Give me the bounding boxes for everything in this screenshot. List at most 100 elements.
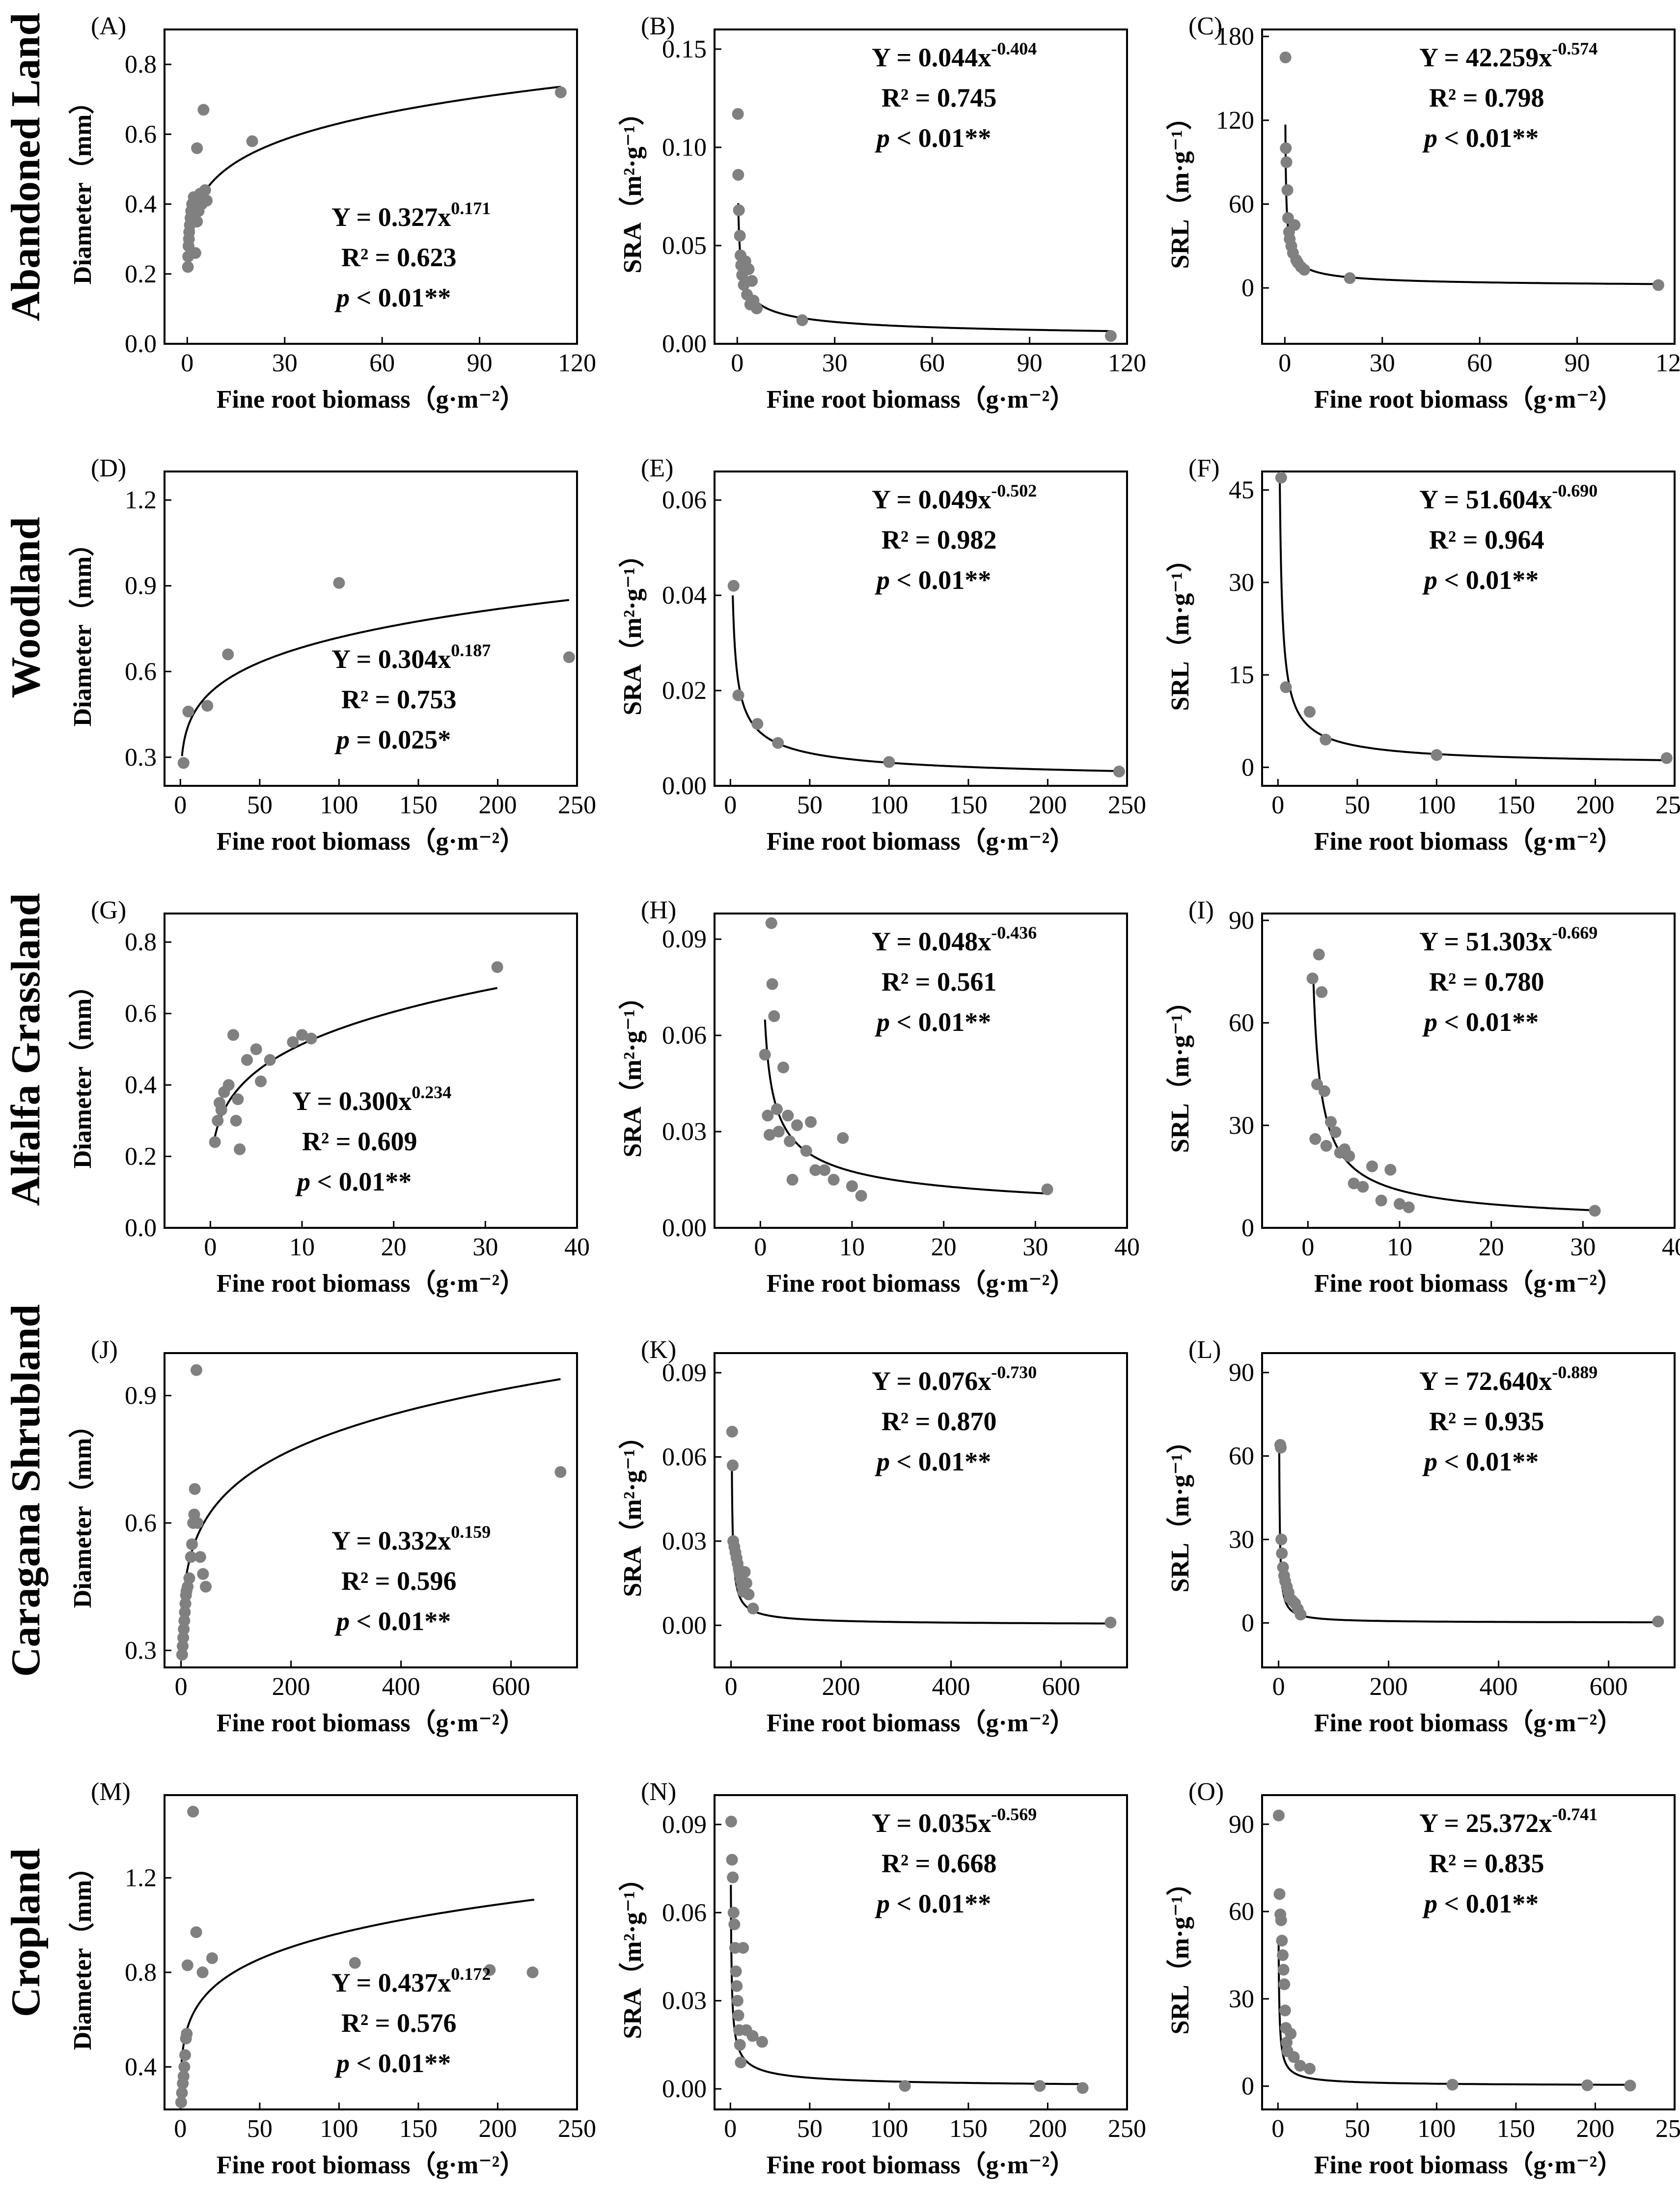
x-tick-label-h: 10 <box>839 1233 865 1261</box>
y-tick-label-l: 0 <box>1241 1609 1254 1637</box>
y-tick-label-a: 0.0 <box>125 330 157 358</box>
x-tick-label-d: 150 <box>399 791 438 819</box>
data-point-n <box>735 2056 747 2069</box>
plot-frame-l <box>1261 1352 1676 1668</box>
y-tick-label-n: 0.06 <box>662 1899 707 1927</box>
data-point-g <box>491 961 503 973</box>
data-point-g <box>234 1143 246 1155</box>
data-point-i <box>1589 1205 1601 1217</box>
panel-label-k: (K) <box>641 1336 676 1364</box>
data-point-i <box>1325 1116 1337 1128</box>
y-tick-label-e: 0.06 <box>662 486 707 514</box>
data-point-d <box>333 577 345 589</box>
row-label-caragana-shrubland: Caragana Shrubland <box>3 1304 49 1677</box>
r-squared-d: R² = 0.753 <box>341 685 456 714</box>
y-tick-label-k: 0.00 <box>662 1611 707 1639</box>
x-axis-title-o: Fine root biomass（g·m⁻²） <box>1314 2151 1623 2179</box>
x-tick-label-n: 150 <box>949 2115 988 2143</box>
panel-label-i: (I) <box>1188 896 1214 924</box>
y-axis-title-a: Diameter（mm） <box>68 89 97 285</box>
y-tick-label-b: 0.00 <box>662 330 707 358</box>
data-point-i <box>1318 1085 1330 1097</box>
data-point-g <box>305 1032 317 1045</box>
data-point-n <box>730 1965 742 1977</box>
y-tick-label-f: 30 <box>1229 569 1254 597</box>
data-point-m <box>349 1957 361 1969</box>
x-axis-title-k: Fine root biomass（g·m⁻²） <box>767 1709 1075 1737</box>
p-value-b: p < 0.01** <box>875 123 991 153</box>
data-point-j <box>177 1632 190 1644</box>
y-tick-label-c: 180 <box>1216 23 1254 51</box>
panel-label-e: (E) <box>641 454 673 482</box>
y-tick-label-f: 45 <box>1229 476 1254 504</box>
y-tick-label-o: 0 <box>1241 2073 1254 2101</box>
panel-label-f: (F) <box>1188 454 1220 482</box>
data-point-h <box>827 1174 840 1186</box>
panel-n: 0 50 100 150 200 250 0.00 0.03 0.06 0.09 Fine root… <box>618 1778 1146 2179</box>
equation-g: Y = 0.300x0.234 <box>292 1082 451 1116</box>
panel-i: 0 10 20 30 40 0 30 60 90 Fine root biomass（g·m⁻²）… <box>1166 896 1680 1298</box>
data-point-c <box>1279 51 1292 63</box>
data-point-i <box>1316 986 1328 998</box>
x-tick-label-j: 600 <box>492 1673 530 1701</box>
p-value-a: p < 0.01** <box>334 283 451 312</box>
x-tick-label-e: 50 <box>797 791 823 819</box>
data-point-n <box>746 2030 759 2042</box>
data-point-i <box>1357 1181 1369 1193</box>
x-axis-title-c: Fine root biomass（g·m⁻²） <box>1314 385 1623 414</box>
data-point-m <box>484 1964 496 1976</box>
data-point-d <box>182 705 194 718</box>
panel-e: 0 50 100 150 200 250 0.00 0.02 0.04 0.06 Fine root… <box>618 454 1146 856</box>
x-tick-label-i: 10 <box>1387 1233 1412 1261</box>
data-point-b <box>796 314 808 326</box>
data-point-o <box>1285 2027 1297 2040</box>
y-tick-label-e: 0.04 <box>662 582 707 610</box>
y-tick-label-g: 0.8 <box>125 928 157 956</box>
equation-n: Y = 0.035x-0.569 <box>872 1804 1037 1838</box>
p-value-m: p < 0.01** <box>334 2049 451 2078</box>
x-tick-label-e: 100 <box>870 791 908 819</box>
x-tick-label-n: 250 <box>1108 2115 1146 2143</box>
data-point-i <box>1320 1140 1332 1152</box>
x-tick-label-a: 90 <box>467 349 493 377</box>
data-point-h <box>766 978 778 990</box>
data-point-e <box>772 737 784 749</box>
x-tick-label-f: 100 <box>1417 791 1456 819</box>
data-point-b <box>733 204 745 216</box>
equation-b: Y = 0.044x-0.404 <box>872 39 1037 72</box>
y-tick-label-m: 0.4 <box>125 2053 157 2081</box>
y-axis-title-c: SRL（m·g⁻¹） <box>1166 105 1194 269</box>
panel-d: 0 50 100 150 200 250 0.3 0.6 0.9 1.2 Fine root bio… <box>68 454 596 856</box>
y-tick-label-i: 30 <box>1229 1111 1254 1139</box>
data-point-o <box>1277 1949 1289 1961</box>
data-point-e <box>883 756 895 768</box>
r-squared-f: R² = 0.964 <box>1429 525 1544 554</box>
data-point-i <box>1313 948 1325 961</box>
x-tick-label-c: 30 <box>1370 349 1395 377</box>
data-point-a <box>191 216 203 228</box>
fit-curve-b <box>737 203 1111 333</box>
row-label-abandoned-land: Abandoned Land <box>3 13 49 321</box>
y-axis-title-o: SRL（m·g⁻¹） <box>1166 1870 1194 2035</box>
data-point-j <box>192 1517 204 1529</box>
x-tick-label-n: 50 <box>797 2115 823 2143</box>
x-tick-label-d: 50 <box>247 791 273 819</box>
data-point-d <box>177 757 190 769</box>
data-point-j <box>185 1551 197 1563</box>
data-point-m <box>178 2061 191 2073</box>
x-tick-label-o: 250 <box>1655 2115 1680 2143</box>
data-point-o <box>1275 1914 1287 1926</box>
x-tick-label-c: 120 <box>1655 349 1680 377</box>
data-point-b <box>732 108 744 120</box>
y-tick-label-o: 60 <box>1229 1898 1254 1926</box>
y-axis-title-j: Diameter（mm） <box>68 1413 97 1608</box>
data-point-i <box>1366 1160 1378 1172</box>
x-tick-label-a: 120 <box>558 349 596 377</box>
data-point-n <box>731 1995 744 2007</box>
x-tick-label-h: 40 <box>1114 1233 1140 1261</box>
p-value-n: p < 0.01** <box>875 1889 991 1918</box>
data-point-h <box>768 1010 780 1022</box>
data-point-m <box>190 1926 202 1939</box>
data-point-i <box>1394 1198 1405 1210</box>
data-point-n <box>737 1942 749 1954</box>
